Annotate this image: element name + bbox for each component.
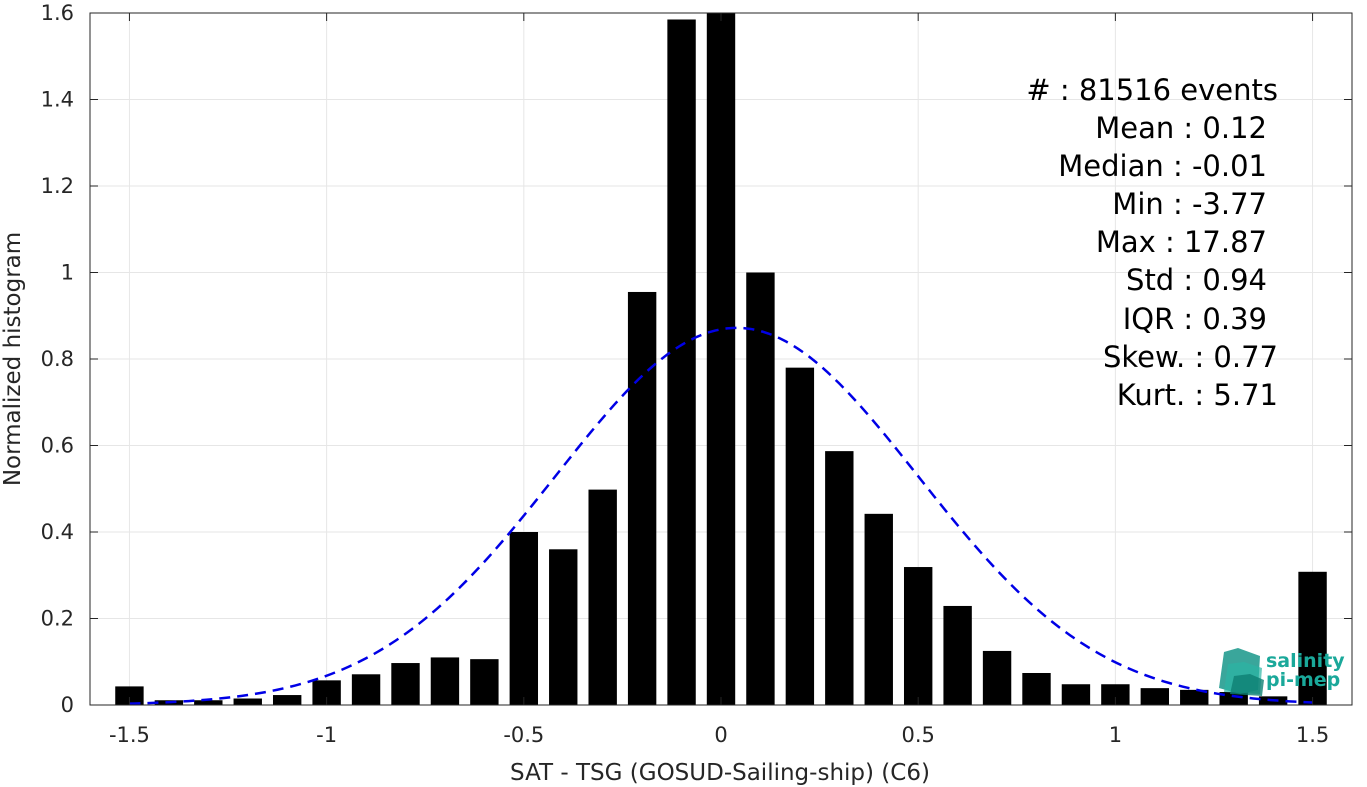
x-tick-label: 1.5 [1296,723,1329,747]
histogram-bar [233,698,262,705]
histogram-bar [1219,692,1248,705]
x-tick-label: -1 [316,723,337,747]
y-tick-label: 0.6 [41,434,74,458]
histogram-bar [588,489,617,705]
stat-skew: Skew. : 0.77 [1103,340,1278,374]
histogram-bar [627,291,657,705]
stat-mean: Mean : 0.12 [1095,111,1267,145]
x-axis-ticks: -1.5 -1 -0.5 0 0.5 1 1.5 [109,13,1329,747]
histogram-bar [1022,672,1051,705]
x-tick-label: -1.5 [109,723,150,747]
stat-median: Median : -0.01 [1058,149,1267,183]
histogram-bars [115,13,1327,706]
x-tick-label: -0.5 [503,723,544,747]
salinity-pimep-logo: salinity pi-mep [1219,648,1345,696]
stat-iqr: IQR : 0.39 [1123,302,1267,336]
histogram-bar [430,657,460,705]
y-tick-label: 0.2 [41,607,74,631]
stat-events: # : 81516 events [1026,73,1278,107]
histogram-bar [351,674,381,705]
x-tick-label: 0 [714,723,727,747]
histogram-bar [549,549,578,705]
y-tick-label: 1.4 [41,88,74,112]
stat-kurt: Kurt. : 5.71 [1117,378,1278,412]
x-tick-label: 1 [1109,723,1122,747]
histogram-bar [1101,684,1130,705]
stat-max: Max : 17.87 [1096,225,1267,259]
y-axis-ticks: 0 0.2 0.4 0.6 0.8 1 1.2 1.4 1.6 [41,1,1352,717]
y-tick-label: 0.8 [41,347,74,371]
histogram-bar [864,513,893,705]
histogram-bar [391,663,420,705]
x-axis-title: SAT - TSG (GOSUD-Sailing-ship) (C6) [510,760,930,786]
y-tick-label: 1 [61,261,74,285]
histogram-bar [706,13,736,705]
y-tick-label: 1.2 [41,174,74,198]
stat-std: Std : 0.94 [1126,263,1267,297]
histogram-bar [272,695,302,705]
histogram-bar [982,650,1012,705]
stat-min: Min : -3.77 [1112,187,1267,221]
y-axis-title: Normalized histogram [0,232,26,486]
wave-logo-icon [1219,648,1264,696]
histogram-bar [115,686,144,705]
logo-text-salinity: salinity [1266,650,1345,672]
histogram-bar [943,605,972,705]
logo-text-pimep: pi-mep [1266,669,1340,691]
y-tick-label: 0 [61,693,74,717]
histogram-bar [509,532,539,705]
histogram-bar [785,367,815,705]
histogram-bar [825,451,854,705]
histogram-bar [1140,688,1170,705]
histogram-bar [667,19,696,706]
y-tick-label: 1.6 [41,1,74,25]
histogram-bar [470,659,499,705]
y-tick-label: 0.4 [41,520,74,544]
x-tick-label: 0.5 [901,723,934,747]
gaussian-fit-curve [129,326,1313,705]
histogram-bar [1061,684,1091,705]
histogram-bar [1180,689,1209,705]
histogram-bar [1298,571,1327,705]
histogram-bar [194,700,223,705]
statistics-box: # : 81516 events Mean : 0.12 Median : -0… [1026,73,1278,412]
histogram-bar [746,272,775,705]
histogram-bar [903,567,933,705]
